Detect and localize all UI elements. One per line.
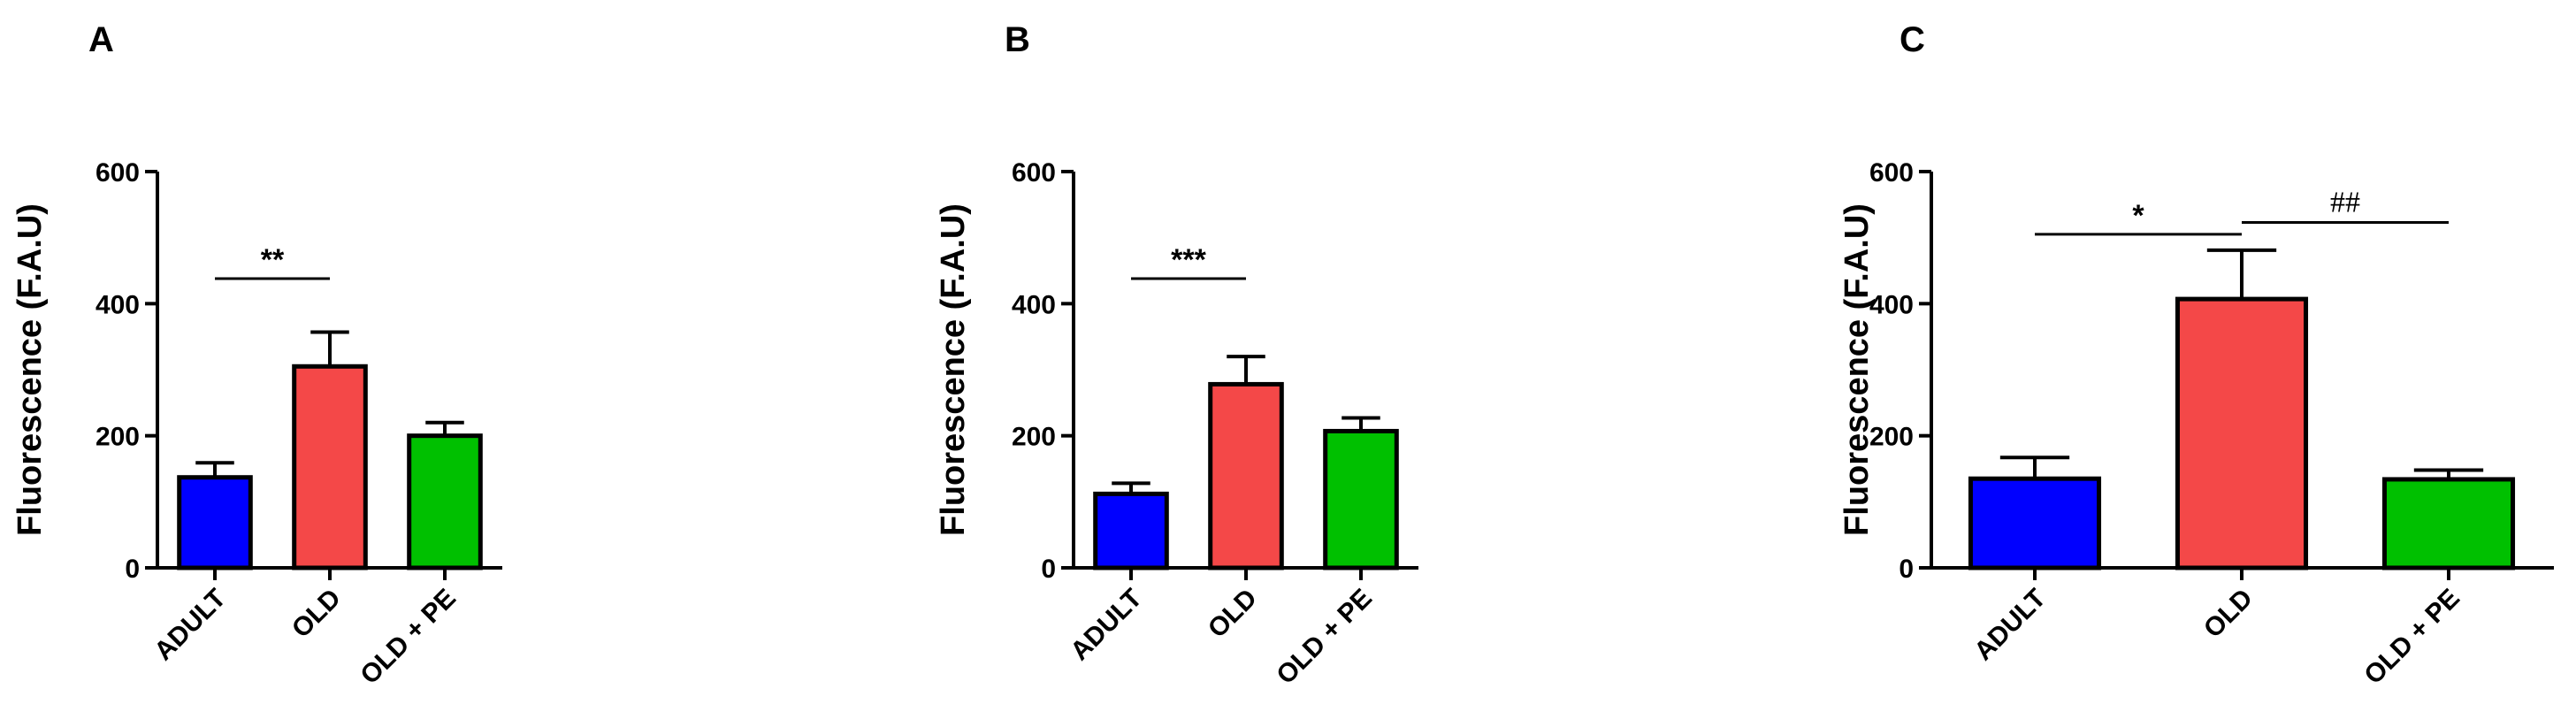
panel-letter: C <box>1900 20 1925 59</box>
x-tick-label: ADULT <box>1968 584 2052 667</box>
bar-adult <box>177 475 253 570</box>
x-tick-label: OLD <box>1203 584 1263 644</box>
significance-label: * <box>2132 199 2144 233</box>
x-ticks: ADULT OLD OLD + PE <box>1968 568 2465 690</box>
bar-old-pe <box>407 433 483 570</box>
bars <box>177 330 483 570</box>
bars <box>1968 248 2516 570</box>
y-tick-label: 200 <box>1012 423 1056 452</box>
y-tick-label: 200 <box>96 423 140 452</box>
x-tick-label: ADULT <box>1065 584 1148 667</box>
y-axis-label: Fluorescence (F.A.U) <box>935 203 972 536</box>
panel-letter: B <box>1005 20 1030 59</box>
y-tick-label: 400 <box>96 290 140 319</box>
y-ticks: 0 200 400 600 <box>1012 158 1074 584</box>
y-tick-label: 600 <box>96 158 140 188</box>
x-tick-label: OLD <box>2198 584 2259 644</box>
panel-c: C Fluorescence (F.A.U) 0 200 400 600 * ## AD… <box>1838 20 2554 690</box>
y-axis-label: Fluorescence (F.A.U) <box>1838 203 1876 536</box>
bar-old-pe <box>1323 428 1399 570</box>
significance-label: *** <box>1171 243 1206 277</box>
y-tick-label: 0 <box>1899 555 1914 584</box>
significance-annotations: *** <box>1131 243 1246 280</box>
panel-b: B Fluorescence (F.A.U) 0 200 400 600 *** AD… <box>935 20 1418 690</box>
y-tick-label: 200 <box>1869 423 1914 452</box>
panel-a: A Fluorescence (F.A.U) 0 200 400 600 ** ADU… <box>11 20 502 690</box>
y-tick-label: 400 <box>1869 290 1914 319</box>
y-tick-label: 600 <box>1869 158 1914 188</box>
y-ticks: 0 200 400 600 <box>96 158 157 584</box>
x-tick-label: OLD + PE <box>355 584 462 691</box>
y-ticks: 0 200 400 600 <box>1869 158 1931 584</box>
y-tick-label: 0 <box>125 555 140 584</box>
bar-old <box>292 364 368 570</box>
bar-adult <box>1968 476 2102 570</box>
significance-annotations: ** <box>215 243 330 280</box>
x-ticks: ADULT OLD OLD + PE <box>149 568 462 690</box>
x-tick-label: ADULT <box>149 584 232 667</box>
bar-old-pe <box>2381 477 2516 570</box>
y-tick-label: 600 <box>1012 158 1056 188</box>
x-ticks: ADULT OLD OLD + PE <box>1065 568 1378 690</box>
significance-label: ** <box>261 243 285 277</box>
x-tick-label: OLD + PE <box>2358 584 2465 691</box>
y-tick-label: 0 <box>1041 555 1056 584</box>
bar-old <box>1208 381 1284 570</box>
significance-label: ## <box>2330 186 2360 218</box>
x-tick-label: OLD + PE <box>1271 584 1378 691</box>
bar-old <box>2175 296 2309 570</box>
significance-annotations: * ## <box>2035 186 2449 236</box>
x-tick-label: OLD <box>287 584 347 644</box>
bar-adult <box>1093 491 1169 570</box>
y-tick-label: 400 <box>1012 290 1056 319</box>
panel-letter: A <box>88 20 114 59</box>
bars <box>1093 355 1399 570</box>
y-axis-label: Fluorescence (F.A.U) <box>11 203 49 536</box>
